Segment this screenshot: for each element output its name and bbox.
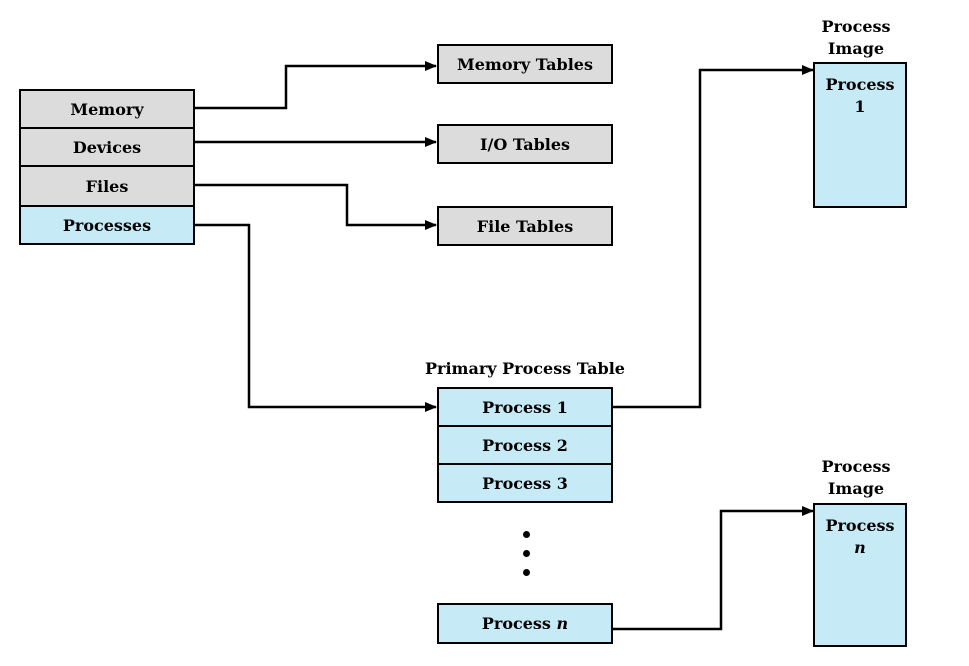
process-image-n: Process n: [813, 503, 907, 647]
process-image-n-line1: Process: [825, 516, 895, 535]
category-files-label: Files: [85, 176, 129, 196]
primary-table-row-2: Process 2: [437, 425, 613, 465]
io-tables-box: I/O Tables: [437, 124, 613, 164]
process-image-n-title: Process Image: [821, 457, 891, 498]
process-image-1: Process 1: [813, 62, 907, 208]
process-image-n-line2: n: [854, 538, 866, 557]
category-processes: Processes: [19, 205, 195, 245]
ellipsis-dot-3: [523, 569, 530, 576]
file-tables-box: File Tables: [437, 206, 613, 246]
primary-table-row-3-label: Process 3: [482, 473, 568, 493]
category-memory: Memory: [19, 89, 195, 129]
process-image-1-line1: Process: [825, 75, 895, 94]
process-image-1-title: Process Image: [821, 17, 891, 58]
primary-table-row-1: Process 1: [437, 387, 613, 427]
arrow-files-to-file-tables: [193, 183, 437, 230]
primary-table-row-n: Process n: [437, 603, 613, 644]
memory-tables-label: Memory Tables: [457, 54, 593, 74]
primary-table-row-2-label: Process 2: [482, 435, 568, 455]
category-memory-label: Memory: [70, 99, 144, 119]
primary-table-row-3: Process 3: [437, 463, 613, 503]
io-tables-label: I/O Tables: [479, 134, 571, 154]
arrow-memory-to-memory-tables: [193, 61, 437, 110]
file-tables-label: File Tables: [476, 216, 574, 236]
primary-table-row-1-label: Process 1: [482, 397, 568, 417]
arrow-process1-to-image1: [611, 65, 814, 409]
memory-tables-box: Memory Tables: [437, 44, 613, 84]
ellipsis-dot-2: [523, 550, 530, 557]
ellipsis-dot-1: [523, 531, 530, 538]
category-files: Files: [19, 165, 195, 207]
category-devices: Devices: [19, 127, 195, 167]
category-processes-label: Processes: [62, 215, 152, 235]
primary-process-table-title: Primary Process Table: [425, 359, 625, 378]
arrow-processn-to-imagen: [611, 506, 814, 631]
primary-table-row-n-label: Process n: [481, 614, 569, 633]
category-devices-label: Devices: [72, 137, 142, 157]
process-image-1-line2: 1: [854, 97, 866, 116]
arrow-processes-to-primary-table: [193, 223, 437, 412]
